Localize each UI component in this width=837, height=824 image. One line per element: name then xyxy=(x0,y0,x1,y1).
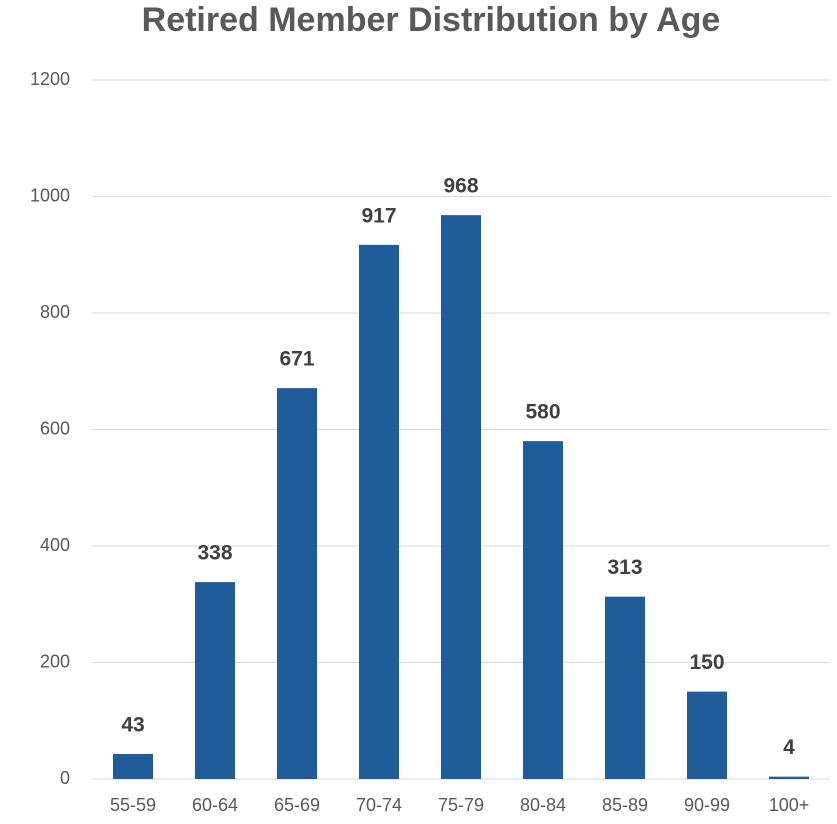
y-tick-label: 200 xyxy=(40,651,70,671)
x-tick-label: 85-89 xyxy=(602,795,648,815)
bar xyxy=(195,582,235,779)
bar xyxy=(605,596,645,779)
data-label: 671 xyxy=(279,348,314,371)
y-tick-label: 400 xyxy=(40,535,70,555)
data-label: 338 xyxy=(197,542,232,565)
y-tick-label: 0 xyxy=(60,768,70,788)
y-tick-label: 600 xyxy=(40,418,70,438)
data-label: 4 xyxy=(783,736,795,759)
x-tick-label: 90-99 xyxy=(684,795,730,815)
x-tick-label: 65-69 xyxy=(274,795,320,815)
x-tick-label: 100+ xyxy=(769,795,810,815)
x-tick-label: 60-64 xyxy=(192,795,238,815)
bar xyxy=(769,776,809,779)
x-tick-label: 80-84 xyxy=(520,795,566,815)
data-label: 580 xyxy=(525,401,560,424)
data-label: 43 xyxy=(121,713,144,736)
bar xyxy=(359,244,399,779)
bar xyxy=(441,215,481,779)
data-label: 917 xyxy=(361,204,396,227)
x-tick-label: 55-59 xyxy=(110,795,156,815)
x-tick-label: 75-79 xyxy=(438,795,484,815)
y-tick-label: 1000 xyxy=(30,185,70,205)
bar xyxy=(687,691,727,779)
x-tick-label: 70-74 xyxy=(356,795,402,815)
y-tick-label: 800 xyxy=(40,302,70,322)
bar xyxy=(277,388,317,779)
bar xyxy=(113,753,153,779)
y-tick-label: 1200 xyxy=(30,69,70,89)
data-label: 313 xyxy=(607,556,642,579)
bar xyxy=(523,441,563,779)
chart-title: Retired Member Distribution by Age xyxy=(142,1,721,39)
data-label: 968 xyxy=(443,175,478,198)
data-label: 150 xyxy=(689,651,724,674)
